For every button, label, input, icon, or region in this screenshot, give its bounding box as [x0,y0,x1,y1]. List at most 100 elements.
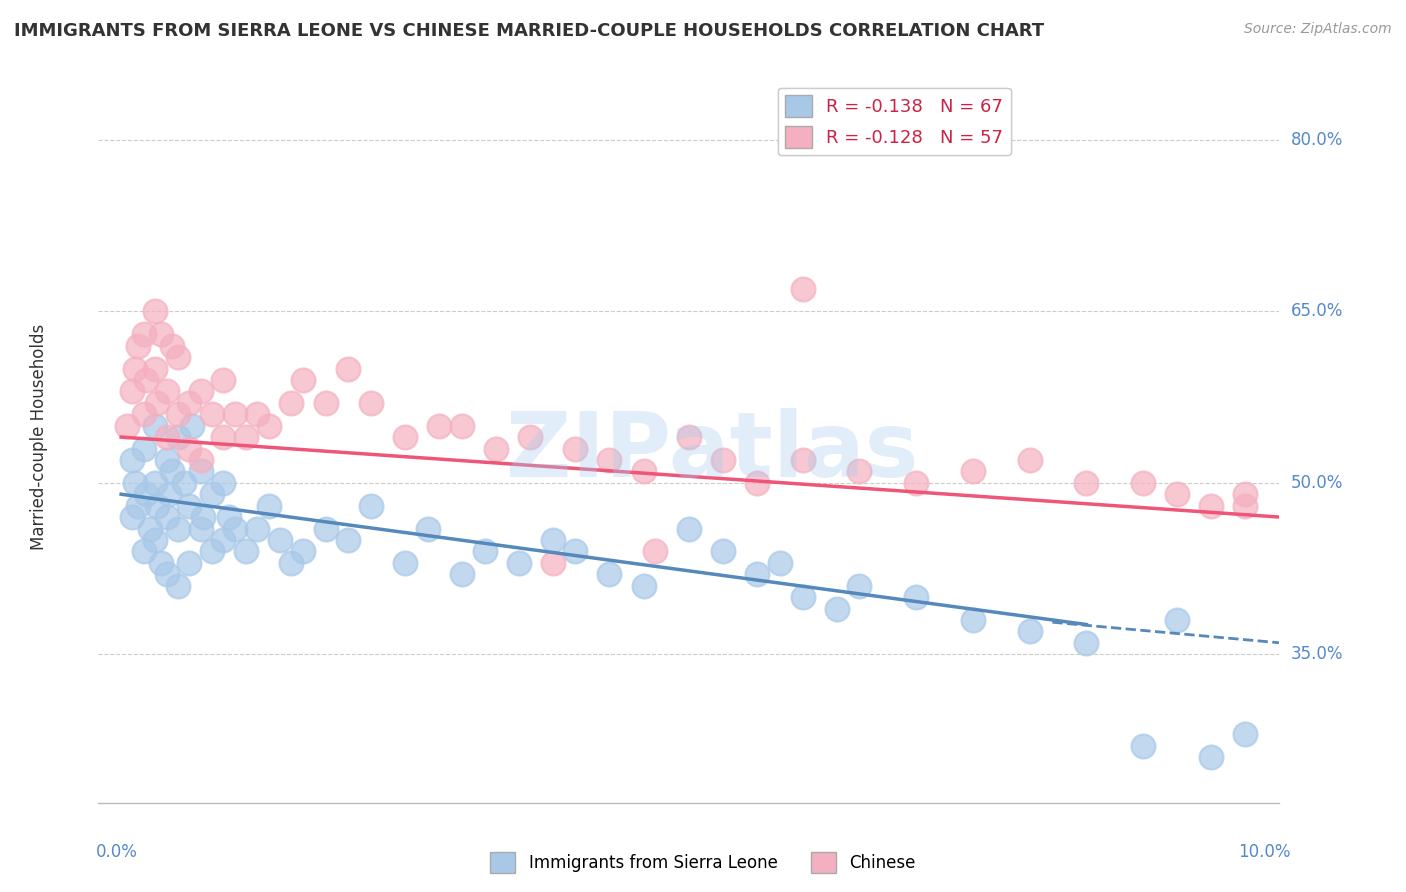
Point [633,464,655,478]
Point [157,487,180,501]
Point [201,487,224,501]
Point [162,339,183,353]
Text: ZIPatlas: ZIPatlas [506,408,918,496]
Text: 0.0%: 0.0% [96,843,138,861]
Point [257,418,280,433]
Point [1166,487,1188,501]
Point [235,430,257,444]
Point [143,361,166,376]
Point [191,510,214,524]
Point [280,556,302,570]
Text: 50.0%: 50.0% [1291,474,1343,491]
Point [848,464,870,478]
Point [450,567,472,582]
Text: IMMIGRANTS FROM SIERRA LEONE VS CHINESE MARRIED-COUPLE HOUSEHOLDS CORRELATION CH: IMMIGRANTS FROM SIERRA LEONE VS CHINESE … [14,22,1045,40]
Point [711,453,734,467]
Point [598,567,620,582]
Point [745,567,768,582]
Point [269,533,291,547]
Point [633,579,655,593]
Point [135,487,157,501]
Point [246,407,269,421]
Point [711,544,734,558]
Point [1018,453,1040,467]
Point [127,339,149,353]
Point [155,567,177,582]
Point [360,499,382,513]
Point [224,521,246,535]
Point [541,533,564,547]
Point [190,384,212,399]
Point [360,396,382,410]
Point [179,442,201,456]
Point [246,521,269,535]
Point [143,475,166,490]
Point [179,396,201,410]
Point [678,430,700,444]
Point [212,533,235,547]
Text: 80.0%: 80.0% [1291,131,1343,149]
Point [212,475,235,490]
Point [235,544,257,558]
Point [315,396,337,410]
Point [792,281,814,295]
Point [541,556,564,570]
Point [598,453,620,467]
Point [1132,739,1154,753]
Point [167,407,190,421]
Point [212,430,235,444]
Point [394,556,416,570]
Point [394,430,416,444]
Point [155,510,177,524]
Point [962,613,984,627]
Point [155,430,177,444]
Point [1166,613,1188,627]
Point [138,521,160,535]
Point [179,499,201,513]
Text: Married-couple Households: Married-couple Households [31,324,48,550]
Point [155,453,177,467]
Point [167,579,190,593]
Point [678,521,700,535]
Point [124,475,146,490]
Point [180,418,202,433]
Point [143,418,166,433]
Point [1234,499,1257,513]
Point [167,430,190,444]
Point [769,556,792,570]
Point [121,510,143,524]
Point [1076,636,1098,650]
Point [143,304,166,318]
Point [162,464,183,478]
Point [905,475,928,490]
Point [644,544,666,558]
Point [190,453,212,467]
Point [115,418,138,433]
Point [848,579,870,593]
Point [962,464,984,478]
Point [124,361,146,376]
Point [143,533,166,547]
Point [450,418,472,433]
Point [508,556,530,570]
Point [564,442,586,456]
Point [149,556,172,570]
Point [427,418,450,433]
Point [135,373,157,387]
Legend: Immigrants from Sierra Leone, Chinese: Immigrants from Sierra Leone, Chinese [484,846,922,880]
Point [792,590,814,604]
Point [280,396,302,410]
Point [201,407,224,421]
Point [792,453,814,467]
Point [416,521,439,535]
Point [1076,475,1098,490]
Point [167,521,190,535]
Point [212,373,235,387]
Point [745,475,768,490]
Point [905,590,928,604]
Point [167,350,190,364]
Point [1234,727,1257,741]
Point [1201,750,1223,764]
Point [474,544,496,558]
Point [224,407,246,421]
